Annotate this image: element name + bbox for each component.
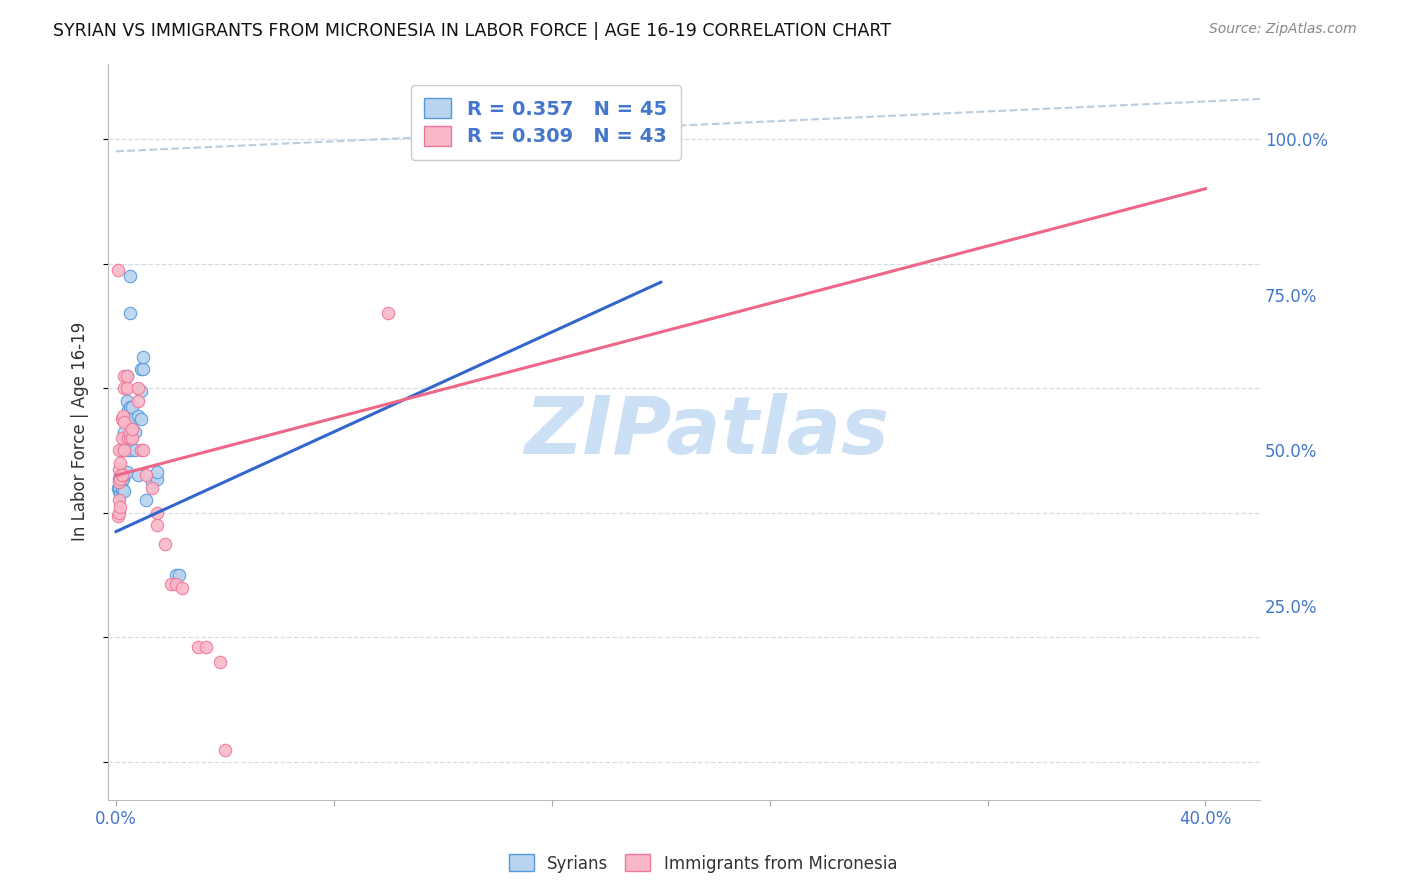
Point bbox=[127, 381, 149, 395]
Point bbox=[127, 468, 149, 483]
Point bbox=[129, 443, 152, 458]
Point bbox=[124, 425, 146, 439]
Point bbox=[121, 400, 143, 414]
Point bbox=[146, 465, 169, 479]
Point bbox=[118, 443, 141, 458]
Point bbox=[118, 431, 141, 445]
Point bbox=[115, 412, 138, 426]
Legend: R = 0.357   N = 45, R = 0.309   N = 43: R = 0.357 N = 45, R = 0.309 N = 43 bbox=[411, 85, 681, 160]
Point bbox=[107, 481, 129, 495]
Point bbox=[214, 742, 236, 756]
Point bbox=[129, 412, 152, 426]
Point bbox=[112, 483, 135, 498]
Point bbox=[127, 409, 149, 424]
Point bbox=[115, 368, 138, 383]
Point bbox=[165, 568, 187, 582]
Point bbox=[118, 400, 141, 414]
Point bbox=[107, 262, 129, 277]
Point bbox=[108, 493, 131, 508]
Point bbox=[146, 518, 169, 533]
Point bbox=[110, 443, 132, 458]
Point bbox=[124, 443, 146, 458]
Point bbox=[110, 412, 132, 426]
Point bbox=[153, 537, 176, 551]
Point bbox=[115, 465, 138, 479]
Point bbox=[170, 581, 193, 595]
Point bbox=[121, 422, 143, 436]
Point bbox=[108, 462, 131, 476]
Point bbox=[132, 443, 155, 458]
Point bbox=[159, 577, 181, 591]
Point bbox=[121, 422, 143, 436]
Point bbox=[108, 471, 131, 485]
Point bbox=[208, 656, 231, 670]
Point bbox=[146, 471, 169, 485]
Point bbox=[132, 362, 155, 376]
Point bbox=[108, 483, 131, 498]
Text: ZIPatlas: ZIPatlas bbox=[524, 392, 890, 471]
Point bbox=[115, 381, 138, 395]
Point bbox=[117, 403, 139, 417]
Text: Source: ZipAtlas.com: Source: ZipAtlas.com bbox=[1209, 22, 1357, 37]
Point bbox=[141, 481, 163, 495]
Point bbox=[110, 468, 132, 483]
Point bbox=[108, 506, 131, 520]
Point bbox=[129, 384, 152, 399]
Point bbox=[110, 456, 132, 470]
Point bbox=[167, 568, 190, 582]
Point bbox=[112, 368, 135, 383]
Point bbox=[115, 443, 138, 458]
Point bbox=[115, 368, 138, 383]
Point bbox=[187, 640, 209, 654]
Point bbox=[110, 487, 132, 501]
Point bbox=[110, 481, 132, 495]
Point bbox=[110, 500, 132, 514]
Point bbox=[108, 475, 131, 489]
Point bbox=[110, 468, 132, 483]
Point bbox=[129, 362, 152, 376]
Point bbox=[112, 425, 135, 439]
Point bbox=[118, 425, 141, 439]
Point bbox=[112, 443, 135, 458]
Point bbox=[120, 412, 142, 426]
Point bbox=[146, 506, 169, 520]
Point bbox=[112, 468, 135, 483]
Point bbox=[132, 350, 155, 364]
Point bbox=[112, 381, 135, 395]
Point bbox=[195, 640, 218, 654]
Point bbox=[111, 409, 134, 424]
Point bbox=[110, 475, 132, 489]
Point bbox=[165, 577, 187, 591]
Point bbox=[110, 468, 132, 483]
Point bbox=[111, 471, 134, 485]
Point bbox=[377, 306, 399, 320]
Point bbox=[117, 431, 139, 445]
Point bbox=[118, 268, 141, 283]
Point bbox=[108, 481, 131, 495]
Point bbox=[110, 431, 132, 445]
Point bbox=[141, 475, 163, 489]
Text: SYRIAN VS IMMIGRANTS FROM MICRONESIA IN LABOR FORCE | AGE 16-19 CORRELATION CHAR: SYRIAN VS IMMIGRANTS FROM MICRONESIA IN … bbox=[53, 22, 891, 40]
Point bbox=[135, 493, 157, 508]
Legend: Syrians, Immigrants from Micronesia: Syrians, Immigrants from Micronesia bbox=[502, 847, 904, 880]
Point bbox=[112, 443, 135, 458]
Y-axis label: In Labor Force | Age 16-19: In Labor Force | Age 16-19 bbox=[72, 322, 89, 541]
Point bbox=[112, 416, 135, 430]
Point bbox=[115, 393, 138, 408]
Point bbox=[118, 306, 141, 320]
Point bbox=[110, 471, 132, 485]
Point bbox=[114, 431, 136, 445]
Point bbox=[127, 393, 149, 408]
Point bbox=[108, 443, 131, 458]
Point bbox=[107, 508, 129, 523]
Point bbox=[135, 468, 157, 483]
Point bbox=[121, 431, 143, 445]
Point bbox=[110, 483, 132, 498]
